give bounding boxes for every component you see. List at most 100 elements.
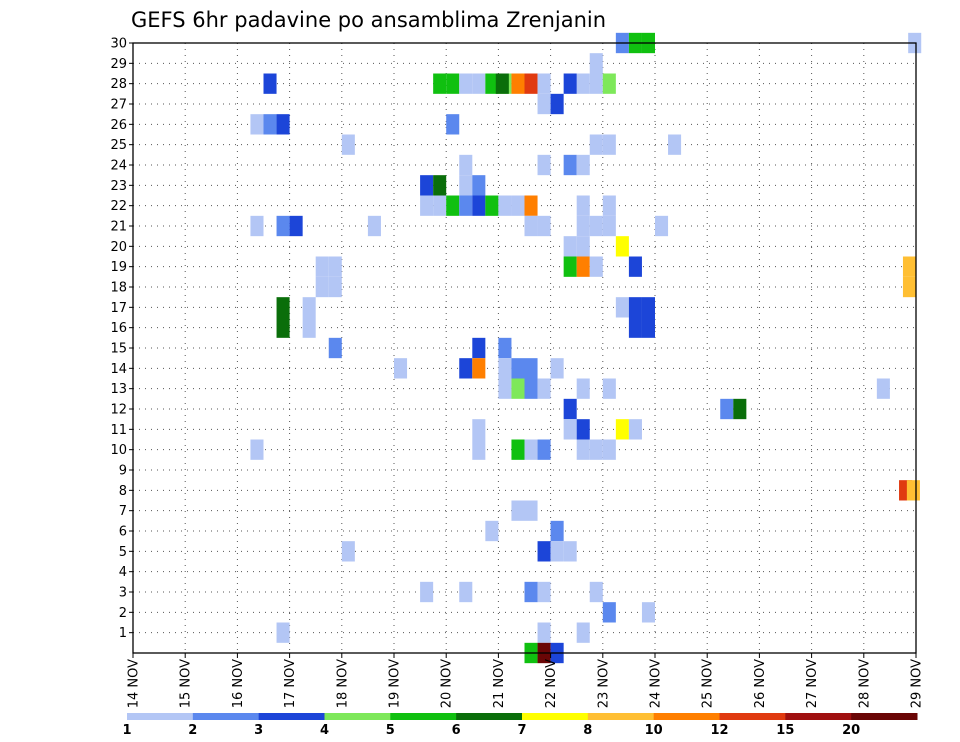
- y-tick-label: 4: [119, 565, 127, 580]
- heatmap-cell: [906, 480, 920, 501]
- heatmap-cell: [537, 73, 551, 94]
- y-tick-label: 23: [110, 179, 127, 194]
- heatmap-cell: [589, 215, 603, 237]
- heatmap-cell: [576, 215, 590, 237]
- heatmap-cell: [420, 581, 434, 603]
- heatmap-cell: [563, 419, 577, 440]
- heatmap-cell: [315, 276, 329, 298]
- heatmap-cell: [289, 215, 303, 237]
- heatmap-cell: [276, 297, 290, 318]
- heatmap-cell: [511, 439, 525, 460]
- heatmap-cell: [446, 195, 460, 216]
- x-tick-label: 14 NOV: [127, 659, 142, 708]
- y-tick-label: 1: [119, 626, 127, 641]
- heatmap-cell: [394, 358, 408, 379]
- heatmap-cell: [328, 337, 342, 359]
- heatmap-cell: [563, 236, 577, 257]
- heatmap-cell: [446, 114, 460, 135]
- heatmap-cell: [459, 358, 473, 379]
- heatmap-cell: [628, 256, 642, 277]
- y-tick-label: 30: [110, 37, 127, 52]
- colorbar-tick-label: 15: [776, 723, 794, 738]
- heatmap-cell: [602, 602, 616, 623]
- heatmap-cell: [341, 541, 355, 562]
- colorbar-tick-label: 10: [645, 723, 663, 738]
- heatmap-cell: [250, 439, 264, 460]
- heatmap-cell: [472, 419, 486, 440]
- y-tick-label: 19: [110, 260, 127, 275]
- heatmap-cell: [537, 622, 551, 643]
- heatmap-cell: [563, 73, 577, 94]
- heatmap-cell: [433, 73, 447, 94]
- colorbar-swatch: [390, 713, 457, 720]
- heatmap-cell: [589, 256, 603, 277]
- x-tick-label: 29 NOV: [910, 659, 925, 708]
- colorbar-swatch: [127, 713, 194, 720]
- heatmap-cell: [576, 195, 590, 216]
- y-tick-label: 5: [119, 545, 127, 560]
- heatmap-cell: [668, 134, 682, 155]
- y-tick-label: 20: [110, 240, 127, 255]
- heatmap-cell: [511, 358, 525, 379]
- heatmap-cell: [589, 581, 603, 603]
- heatmap-cell: [524, 358, 538, 379]
- heatmap-cell: [485, 73, 499, 94]
- heatmap-cell: [628, 297, 642, 318]
- heatmap-cell: [420, 175, 434, 196]
- x-tick-label: 23 NOV: [596, 659, 611, 708]
- x-tick-label: 24 NOV: [649, 659, 664, 708]
- heatmap-cell: [524, 195, 538, 216]
- heatmap-cell: [615, 236, 629, 257]
- heatmap-cell: [537, 439, 551, 460]
- heatmap-cell: [876, 378, 890, 399]
- heatmap-cell: [446, 73, 460, 94]
- heatmap-cell: [511, 195, 525, 216]
- heatmap-cells: [250, 32, 922, 664]
- y-tick-label: 27: [110, 98, 127, 113]
- y-tick-label: 21: [110, 220, 127, 235]
- heatmap-cell: [537, 93, 551, 115]
- y-tick-label: 7: [119, 504, 127, 519]
- x-tick-label: 16 NOV: [231, 659, 246, 708]
- heatmap-cell: [250, 114, 264, 135]
- heatmap-cell: [495, 73, 509, 94]
- heatmap-cell: [563, 256, 577, 277]
- colorbar-tick-label: 6: [452, 723, 461, 738]
- y-tick-label: 22: [110, 199, 127, 214]
- y-tick-label: 15: [110, 342, 127, 357]
- heatmap-cell: [341, 134, 355, 155]
- heatmap-cell: [511, 378, 525, 399]
- heatmap-cell: [459, 195, 473, 216]
- heatmap-cell: [602, 439, 616, 460]
- x-tick-label: 15 NOV: [179, 659, 194, 708]
- x-tick-label: 18 NOV: [335, 659, 350, 708]
- heatmap-cell: [511, 500, 525, 521]
- colorbar-swatch: [192, 713, 260, 720]
- heatmap-cell: [602, 73, 616, 94]
- y-tick-label: 2: [119, 606, 127, 621]
- x-tick-label: 17 NOV: [283, 659, 298, 708]
- heatmap-cell: [550, 520, 564, 542]
- heatmap-cell: [472, 73, 486, 94]
- heatmap-cell: [537, 378, 551, 399]
- heatmap-cell: [524, 215, 538, 237]
- x-tick-label: 25 NOV: [701, 659, 716, 708]
- heatmap-cell: [576, 439, 590, 460]
- colorbar-swatch: [851, 713, 918, 720]
- y-tick-label: 14: [110, 362, 127, 377]
- heatmap-cell: [524, 378, 538, 399]
- heatmap-cell: [459, 73, 473, 94]
- heatmap-cell: [472, 175, 486, 196]
- heatmap-cell: [524, 500, 538, 521]
- heatmap-cell: [498, 378, 512, 399]
- heatmap-cell: [472, 439, 486, 460]
- x-tick-label: 27 NOV: [805, 659, 820, 708]
- x-tick-label: 22 NOV: [544, 659, 559, 708]
- heatmap-cell: [498, 358, 512, 379]
- heatmap-cell: [250, 215, 264, 237]
- heatmap-cell: [615, 419, 629, 440]
- y-tick-label: 18: [110, 281, 127, 296]
- heatmap-cell: [655, 215, 669, 237]
- heatmap-cell: [302, 297, 316, 318]
- x-tick-label: 26 NOV: [753, 659, 768, 708]
